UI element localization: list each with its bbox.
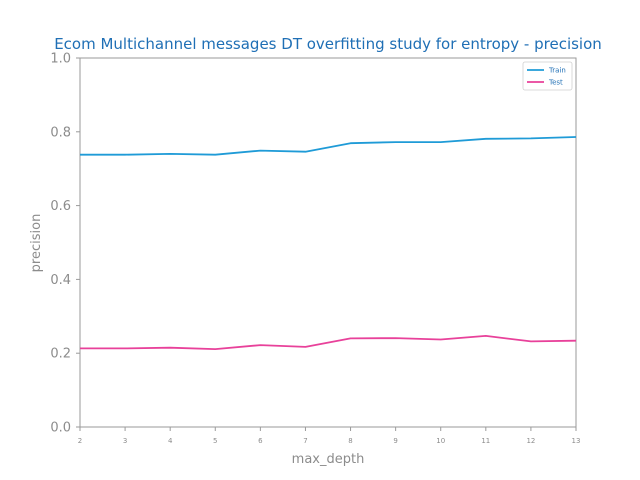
plot-lines — [80, 136, 577, 351]
x-tick-label: 11 — [481, 437, 490, 445]
y-tick-label: 0.2 — [50, 347, 71, 362]
x-tick-label: 13 — [572, 437, 581, 445]
x-tick-label: 10 — [436, 437, 445, 445]
y-tick-label: 0.0 — [50, 421, 71, 436]
x-tick-label: 2 — [78, 437, 82, 445]
y-tick-label: 1.0 — [50, 52, 71, 67]
x-tick-label: 5 — [213, 437, 217, 445]
x-tick-label: 6 — [258, 437, 263, 445]
y-tick-label: 0.4 — [50, 273, 71, 288]
legend-label-train: Train — [548, 67, 566, 75]
x-tick-label: 8 — [348, 437, 352, 445]
x-tick-label: 3 — [123, 437, 127, 445]
x-tick-label: 7 — [303, 437, 307, 445]
legend-box — [522, 61, 573, 91]
y-tick-label: 0.8 — [50, 125, 71, 140]
x-tick-label: 9 — [393, 437, 397, 445]
x-axis-label: max_depth — [292, 452, 365, 467]
chart-title: Ecom Multichannel messages DT overfittin… — [54, 35, 602, 53]
legend-label-test: Test — [548, 79, 563, 87]
axes: 0.0 0.2 0.4 0.6 0.8 1.0 2 3 4 5 6 7 8 9 10 11 12 13 — [50, 52, 580, 446]
plot-frame — [79, 57, 577, 428]
y-axis-label: precision — [29, 214, 44, 273]
series-line-train — [80, 136, 577, 156]
legend: Train Test — [522, 61, 573, 91]
series-line-test — [80, 334, 577, 351]
x-tick-label: 4 — [168, 437, 173, 445]
x-tick-label: 12 — [526, 437, 535, 445]
y-tick-label: 0.6 — [50, 199, 71, 214]
